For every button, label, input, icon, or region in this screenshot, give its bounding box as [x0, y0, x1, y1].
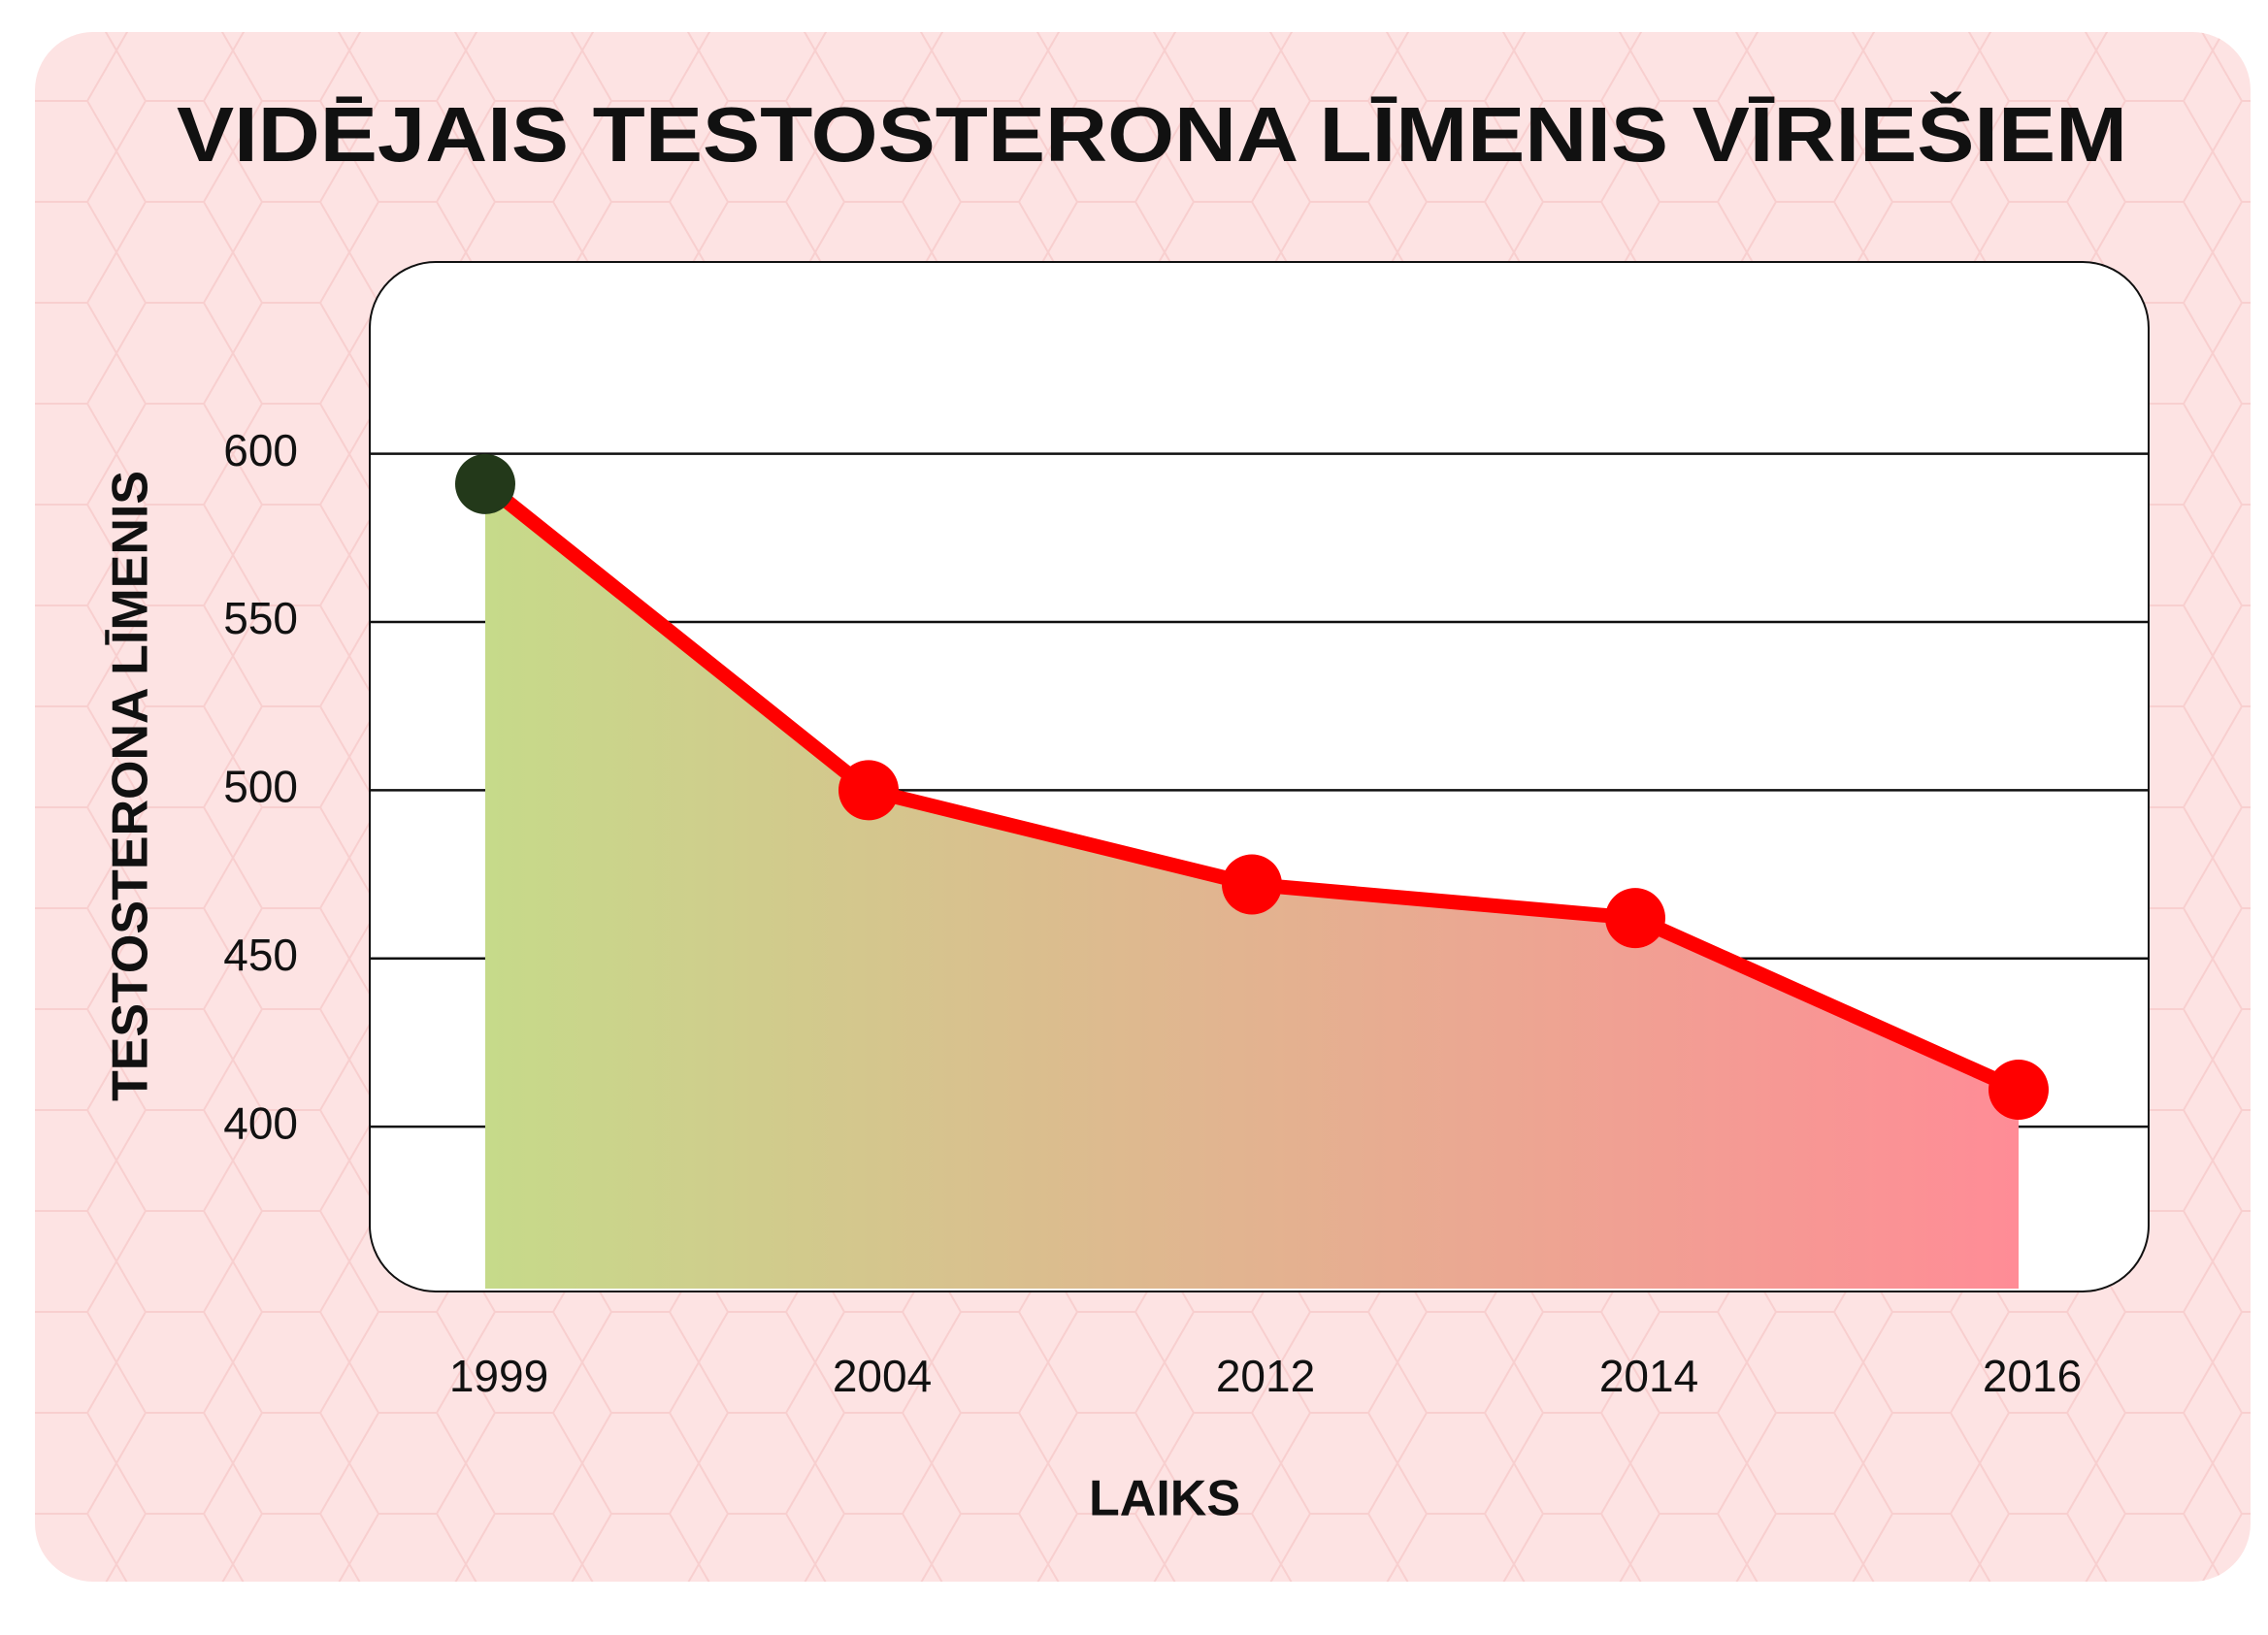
y-tick-label: 400 [223, 1097, 298, 1148]
point [1222, 854, 1282, 915]
x-tick-label: 2014 [1599, 1351, 1698, 1401]
x-tick-label: 1999 [449, 1351, 548, 1401]
y-axis-title: TESTOSTERONA LĪMENIS [103, 471, 159, 1101]
chart-title: VIDĒJAIS TESTOSTERONA LĪMENIS VĪRIEŠIEM [177, 91, 2127, 178]
y-tick-label: 450 [223, 930, 298, 980]
point [455, 453, 515, 514]
point [1605, 888, 1665, 949]
point [1989, 1059, 2049, 1120]
x-tick-label: 2004 [833, 1351, 932, 1401]
x-axis-title: LAIKS [1089, 1471, 1240, 1527]
y-tick-label: 550 [223, 593, 298, 643]
x-tick-label: 2016 [1983, 1351, 2082, 1401]
x-tick-label: 2012 [1216, 1351, 1315, 1401]
point [838, 760, 899, 821]
y-tick-label: 500 [223, 762, 298, 812]
y-tick-label: 600 [223, 425, 298, 475]
